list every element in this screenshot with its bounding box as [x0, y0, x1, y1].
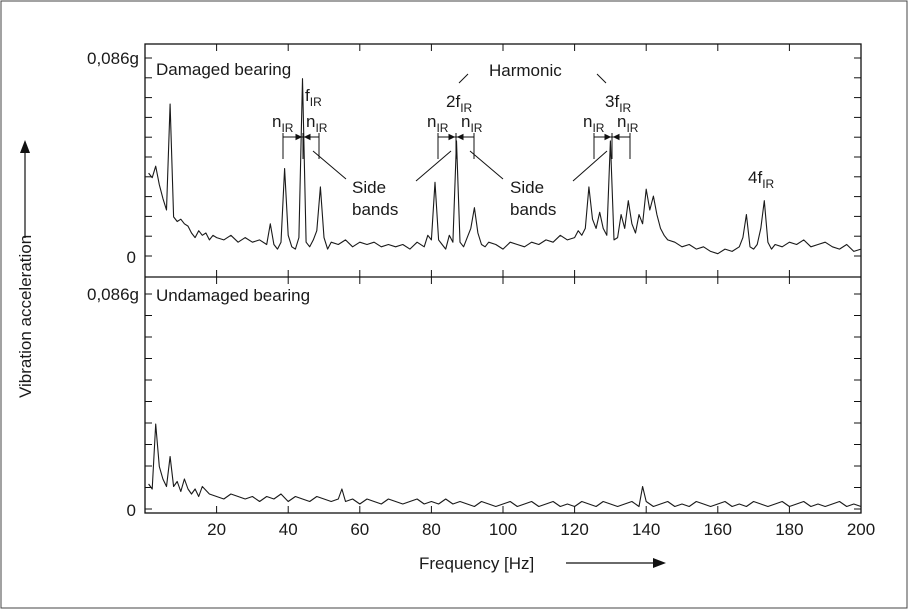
harmonic-leader-right — [596, 73, 607, 84]
side-bands-label-2b: bands — [510, 200, 556, 219]
x-tick-label: 100 — [489, 520, 517, 539]
top-panel-ymax-label: 0,086g — [87, 49, 139, 68]
x-tick-label: 40 — [279, 520, 298, 539]
n-ir-label: nIR — [272, 112, 294, 135]
x-tick-label: 160 — [704, 520, 732, 539]
bottom-panel-zero-label: 0 — [127, 501, 136, 520]
harmonic-label: Harmonic — [489, 61, 562, 80]
side-bands-label-1b: bands — [352, 200, 398, 219]
damaged-spectrum-line — [148, 78, 862, 255]
x-tick-label: 200 — [847, 520, 875, 539]
y-axis-arrowhead — [20, 140, 30, 153]
side-bands-label-2: Side — [510, 178, 544, 197]
y-axis-title: Vibration acceleration — [16, 235, 35, 398]
undamaged-spectrum-line — [148, 423, 862, 508]
n-ir-label: nIR — [427, 112, 449, 135]
n-ir-label: nIR — [583, 112, 605, 135]
sideband-spacing-labels: nIR nIR nIR nIR nIR nIR — [272, 112, 639, 135]
x-tick-labels: 20 40 60 80 100 120 140 160 180 200 — [207, 520, 875, 539]
harmonic-f1-label: fIR — [305, 86, 322, 109]
side-bands-label-1: Side — [352, 178, 386, 197]
n-ir-label: nIR — [461, 112, 483, 135]
harmonic-f3-label: 3fIR — [605, 92, 632, 115]
side-bands-leaders — [312, 150, 608, 182]
x-axis-title: Frequency [Hz] — [419, 554, 534, 573]
harmonic-f2-label: 2fIR — [446, 92, 473, 115]
top-panel-zero-label: 0 — [127, 248, 136, 267]
n-ir-label: nIR — [306, 112, 328, 135]
x-tick-label: 140 — [632, 520, 660, 539]
series-lines — [148, 78, 862, 508]
x-tick-label: 20 — [207, 520, 226, 539]
x-tick-label: 60 — [350, 520, 369, 539]
x-axis-arrowhead — [653, 558, 666, 568]
bottom-panel-ymax-label: 0,086g — [87, 285, 139, 304]
n-ir-label: nIR — [617, 112, 639, 135]
top-panel-title: Damaged bearing — [156, 60, 291, 79]
harmonic-leader-left — [458, 73, 469, 84]
sideband-brackets — [282, 133, 631, 159]
harmonic-f4-label: 4fIR — [748, 168, 775, 191]
tick-marks — [145, 44, 862, 513]
x-tick-label: 80 — [422, 520, 441, 539]
x-tick-label: 180 — [775, 520, 803, 539]
x-tick-label: 120 — [560, 520, 588, 539]
bottom-panel-title: Undamaged bearing — [156, 286, 310, 305]
